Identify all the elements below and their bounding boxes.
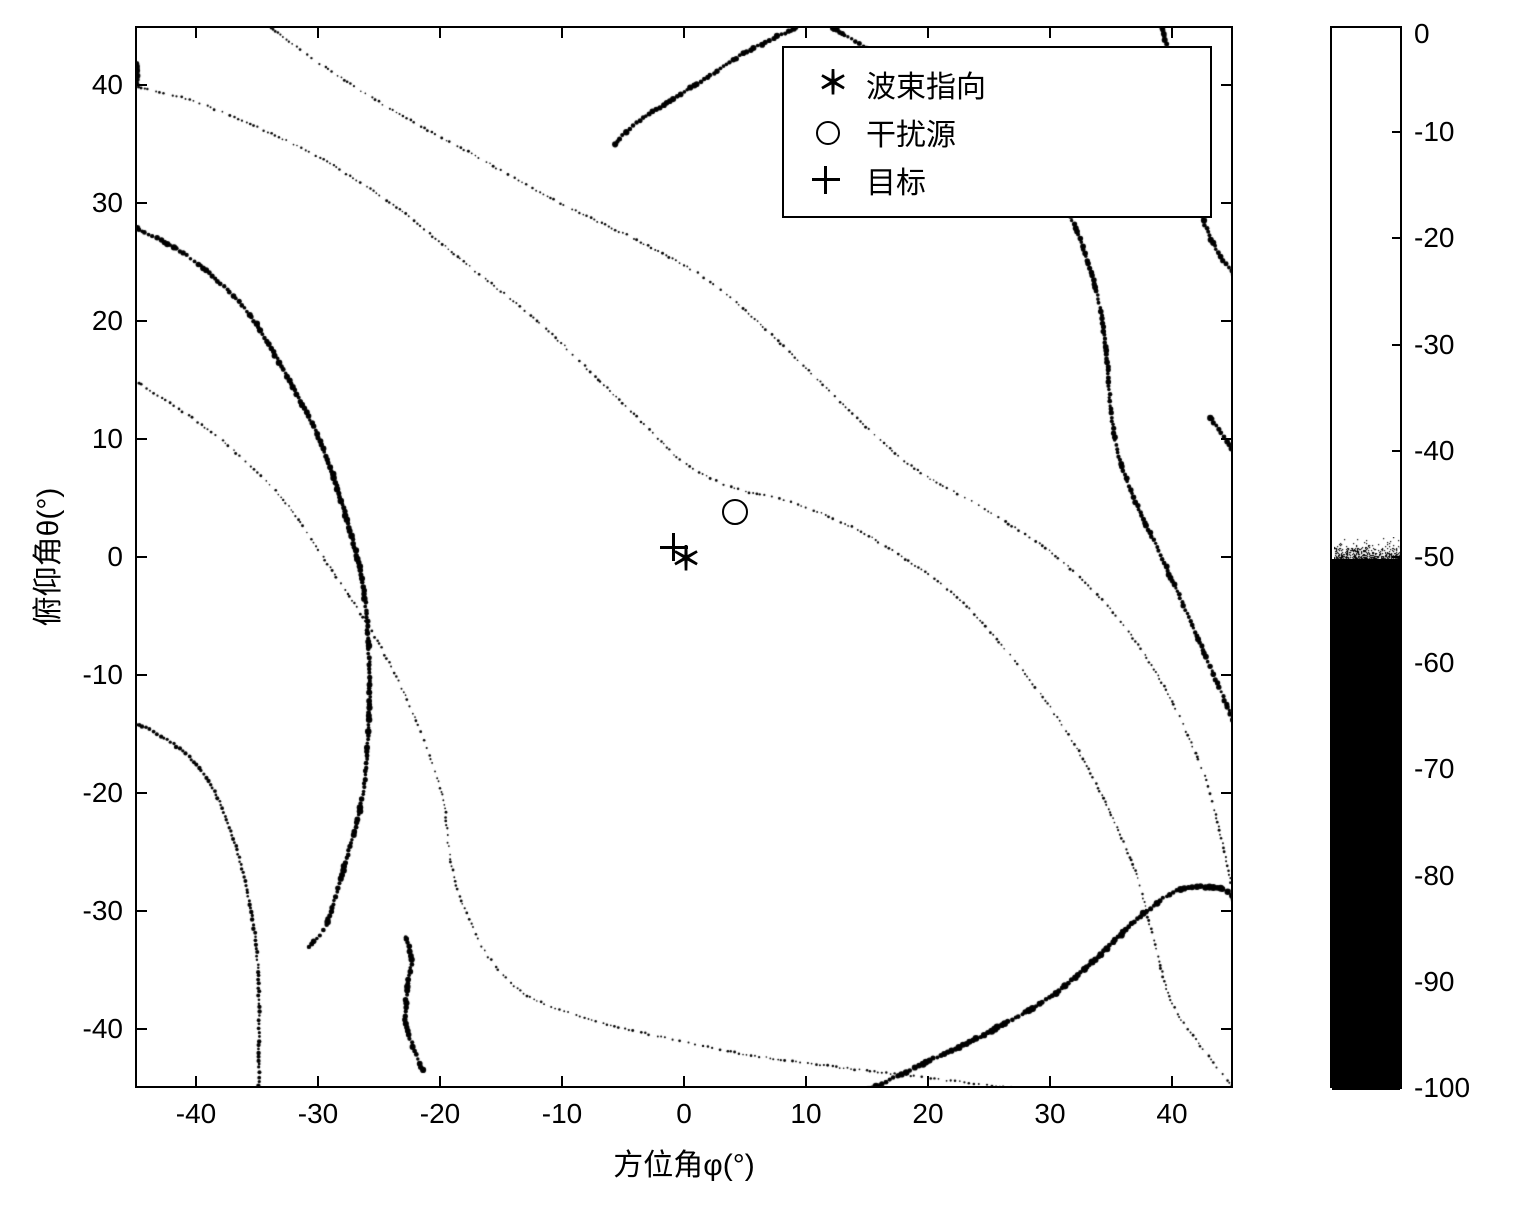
colorbar-tick-mark [1392, 662, 1402, 664]
xtick-label: -40 [176, 1098, 216, 1130]
ytick-mark-right [1221, 556, 1233, 558]
xtick-mark-top [195, 26, 197, 38]
xtick-label: -20 [420, 1098, 460, 1130]
xtick-mark-top [317, 26, 319, 38]
xtick-mark [561, 1076, 563, 1088]
ytick-mark [135, 792, 147, 794]
xtick-label: 40 [1156, 1098, 1187, 1130]
colorbar-tick-label: -90 [1414, 966, 1454, 998]
jammer-marker [722, 499, 748, 525]
xtick-mark-top [561, 26, 563, 38]
colorbar-bottom-region [1332, 559, 1400, 1090]
colorbar-tick-label: -20 [1414, 222, 1454, 254]
xtick-label: -10 [542, 1098, 582, 1130]
colorbar-noise-edge [1334, 537, 1402, 563]
colorbar-tick-label: -60 [1414, 647, 1454, 679]
legend-target-symbol [798, 163, 856, 197]
ytick-mark [135, 84, 147, 86]
figure-root: ＊ ＊ 波束指向 干扰源 目标 [0, 0, 1516, 1206]
asterisk-icon: ＊ [817, 66, 849, 100]
colorbar-tick-label: -80 [1414, 860, 1454, 892]
xtick-mark [683, 1076, 685, 1088]
xtick-label: 30 [1034, 1098, 1065, 1130]
colorbar-tick-mark [1392, 981, 1402, 983]
legend-beam-label: 波束指向 [866, 62, 986, 106]
ytick-label: 0 [107, 541, 123, 573]
legend-box: ＊ 波束指向 干扰源 目标 [782, 46, 1212, 218]
colorbar-tick-mark [1392, 237, 1402, 239]
ytick-mark [135, 320, 147, 322]
ytick-label: 30 [92, 187, 123, 219]
ytick-mark-right [1221, 674, 1233, 676]
legend-jammer-symbol [798, 115, 856, 149]
legend-jammer-label: 干扰源 [866, 110, 956, 154]
ytick-mark-right [1221, 910, 1233, 912]
ytick-mark-right [1221, 202, 1233, 204]
ytick-mark [135, 1028, 147, 1030]
xtick-mark-top [1049, 26, 1051, 38]
xtick-mark [1049, 1076, 1051, 1088]
y-axis-label: 俯仰角θ(°) [23, 488, 67, 627]
ytick-mark-right [1221, 320, 1233, 322]
xtick-label: 10 [790, 1098, 821, 1130]
ytick-label: 40 [92, 69, 123, 101]
colorbar-tick-mark [1392, 875, 1402, 877]
ytick-label: 20 [92, 305, 123, 337]
ytick-label: -10 [83, 659, 123, 691]
ytick-mark-right [1221, 792, 1233, 794]
xtick-mark-top [805, 26, 807, 38]
xtick-mark-top [439, 26, 441, 38]
legend-row-beam: ＊ 波束指向 [798, 62, 1192, 106]
xtick-label: -30 [298, 1098, 338, 1130]
ytick-mark-right [1221, 438, 1233, 440]
ytick-label: -20 [83, 777, 123, 809]
colorbar-tick-mark [1392, 450, 1402, 452]
legend-beam-symbol: ＊ [798, 67, 856, 101]
ytick-mark [135, 556, 147, 558]
xtick-mark-top [1171, 26, 1173, 38]
colorbar-tick-label: -70 [1414, 753, 1454, 785]
legend-row-target: 目标 [798, 158, 1192, 202]
xtick-mark [317, 1076, 319, 1088]
x-axis-label: 方位角φ(°) [613, 1140, 754, 1184]
colorbar-top-region [1332, 28, 1400, 559]
ytick-mark [135, 438, 147, 440]
xtick-mark [195, 1076, 197, 1088]
ytick-mark-right [1221, 1028, 1233, 1030]
ytick-mark [135, 202, 147, 204]
legend-target-label: 目标 [866, 158, 926, 202]
colorbar-tick-label: -100 [1414, 1072, 1470, 1104]
xtick-label: 20 [912, 1098, 943, 1130]
colorbar-tick-mark [1392, 344, 1402, 346]
ytick-label: -30 [83, 895, 123, 927]
main-plot-area: ＊ ＊ 波束指向 干扰源 目标 [135, 26, 1233, 1088]
colorbar-tick-label: -50 [1414, 541, 1454, 573]
xtick-mark [805, 1076, 807, 1088]
ytick-label: -40 [83, 1013, 123, 1045]
xtick-mark-top [927, 26, 929, 38]
colorbar-tick-label: -10 [1414, 116, 1454, 148]
ytick-label: 10 [92, 423, 123, 455]
legend-row-jammer: 干扰源 [798, 110, 1192, 154]
ytick-mark [135, 674, 147, 676]
colorbar-tick-mark [1392, 768, 1402, 770]
xtick-mark [1171, 1076, 1173, 1088]
ytick-mark-right [1221, 84, 1233, 86]
colorbar-tick-mark [1392, 131, 1402, 133]
xtick-mark [927, 1076, 929, 1088]
xtick-label: 0 [676, 1098, 692, 1130]
colorbar-tick-mark [1392, 1087, 1402, 1089]
colorbar-tick-label: -40 [1414, 435, 1454, 467]
plus-icon-v [824, 166, 827, 194]
xtick-mark [439, 1076, 441, 1088]
colorbar-tick-mark [1392, 556, 1402, 558]
ytick-mark [135, 910, 147, 912]
colorbar-top-label: 0 [1414, 18, 1430, 50]
circle-icon [816, 121, 840, 145]
xtick-mark-top [683, 26, 685, 38]
colorbar-tick-label: -30 [1414, 329, 1454, 361]
target-marker [660, 533, 688, 561]
